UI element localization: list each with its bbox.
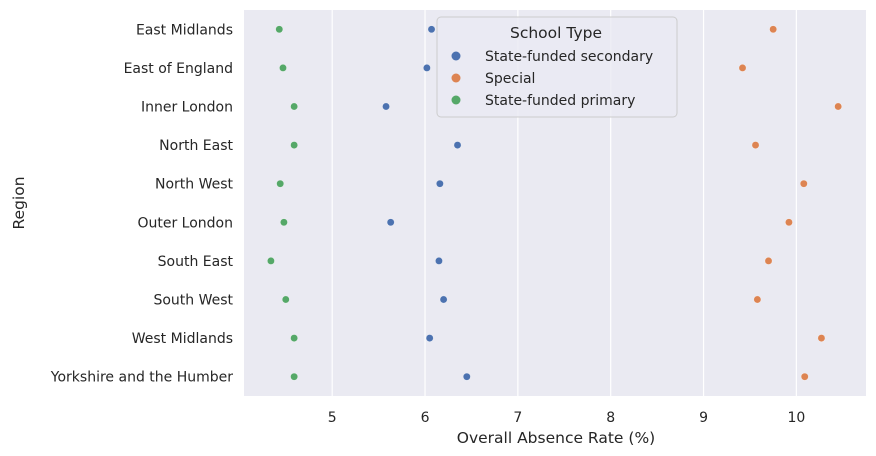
y-axis-title: Region [10,176,28,229]
x-tick-label: 9 [699,410,708,426]
point-special [769,25,777,34]
point-state-funded-secondary [439,295,448,304]
legend-title: School Type [510,24,602,42]
point-state-funded-primary [290,141,298,149]
legend-label: State-funded secondary [485,49,653,65]
x-axis-title: Overall Absence Rate (%) [457,429,655,447]
legend-marker [451,95,461,105]
legend-label: State-funded primary [485,93,635,109]
y-tick-label: Inner London [141,100,233,116]
point-state-funded-secondary [427,25,436,34]
x-tick-label: 6 [421,410,430,426]
y-tick-label: East Midlands [136,22,233,38]
point-state-funded-secondary [435,257,443,265]
legend: School Type State-funded secondary Specia… [436,16,678,118]
point-state-funded-secondary [425,334,434,342]
point-special [800,372,809,381]
x-tick-labels: 5 6 7 8 9 10 [328,410,806,426]
point-state-funded-primary [275,25,284,34]
point-special [834,102,842,111]
y-tick-label: North West [155,177,234,193]
point-special [751,141,760,149]
legend-marker [451,51,461,61]
legend-marker [451,73,461,83]
y-tick-label: West Midlands [132,331,233,347]
point-state-funded-primary [290,102,298,111]
y-tick-label: Yorkshire and the Humber [50,370,233,386]
y-tick-label: North East [159,138,233,154]
y-tick-labels: East Midlands East of England Inner London… [50,22,234,385]
y-tick-label: South East [158,254,234,270]
point-state-funded-secondary [423,64,431,72]
x-tick-label: 8 [606,410,615,426]
point-state-funded-primary [276,179,284,188]
data-points [267,25,842,381]
y-tick-label: Outer London [137,215,233,231]
point-special [800,179,808,188]
point-state-funded-primary [280,218,288,227]
y-tick-label: East of England [124,61,233,77]
point-state-funded-secondary [453,141,462,149]
point-special [785,218,793,227]
point-special [764,257,773,265]
legend-box [436,16,678,118]
x-tick-label: 5 [328,410,337,426]
point-state-funded-primary [282,295,290,304]
point-state-funded-secondary [436,179,444,188]
legend-label: Special [485,71,535,87]
point-state-funded-primary [290,334,298,342]
point-state-funded-secondary [463,372,471,381]
point-state-funded-primary [290,372,298,381]
point-state-funded-primary [267,257,275,265]
point-state-funded-secondary [386,218,395,227]
x-tick-label: 7 [513,410,522,426]
y-tick-label: South West [153,293,233,309]
point-special [753,295,762,304]
legend-items: State-funded secondary Special State-funde… [451,49,653,109]
point-special [817,334,826,342]
point-state-funded-primary [279,64,287,72]
x-tick-label: 10 [787,410,805,426]
point-state-funded-secondary [382,102,390,111]
point-special [738,64,747,72]
